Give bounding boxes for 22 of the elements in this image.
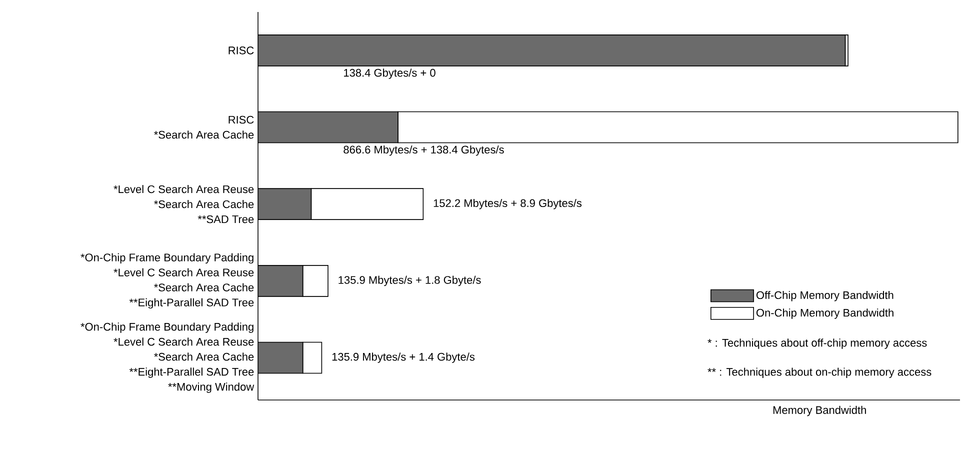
annotation: * : Techniques about off-chip memory access (708, 338, 927, 349)
x-axis-title: Memory Bandwidth (773, 406, 866, 416)
total-label: 135.9 Mbytes/s + 1.4 Gbyte/s (332, 352, 475, 363)
annotation: ** : Techniques about on-chip memory access (708, 368, 932, 378)
y-tick-label: RISC *Search Area Cache (154, 116, 254, 139)
legend-label: On-Chip Memory Bandwidth (756, 308, 894, 319)
bar (258, 188, 312, 220)
bar (302, 265, 328, 297)
bar (258, 111, 398, 144)
bar (258, 342, 304, 374)
y-tick-label: *On-Chip Frame Boundary Padding *Level C Search Area Reuse *Search Area Cache **Eight-Parallel SAD Tree (80, 253, 254, 309)
bar (258, 34, 846, 66)
total-label: 138.4 Gbytes/s + 0 (344, 68, 436, 79)
total-label: 866.6 Mbytes/s + 138.4 Gbytes/s (344, 145, 504, 156)
y-tick-label: *On-Chip Frame Boundary Padding *Level C Search Area Reuse *Search Area Cache **Eight-Parallel SAD Tree **Moving Window (80, 322, 254, 393)
bar (310, 188, 424, 220)
total-label: 152.2 Mbytes/s + 8.9 Gbytes/s (434, 198, 582, 210)
total-label: 135.9 Mbytes/s + 1.8 Gbyte/s (338, 276, 481, 286)
y-tick-label: RISC (228, 46, 254, 54)
bar (258, 265, 304, 297)
legend-label: Off-Chip Memory Bandwidth (756, 290, 894, 302)
y-tick-label: *Level C Search Area Reuse *Search Area Cache **SAD Tree (114, 185, 254, 224)
